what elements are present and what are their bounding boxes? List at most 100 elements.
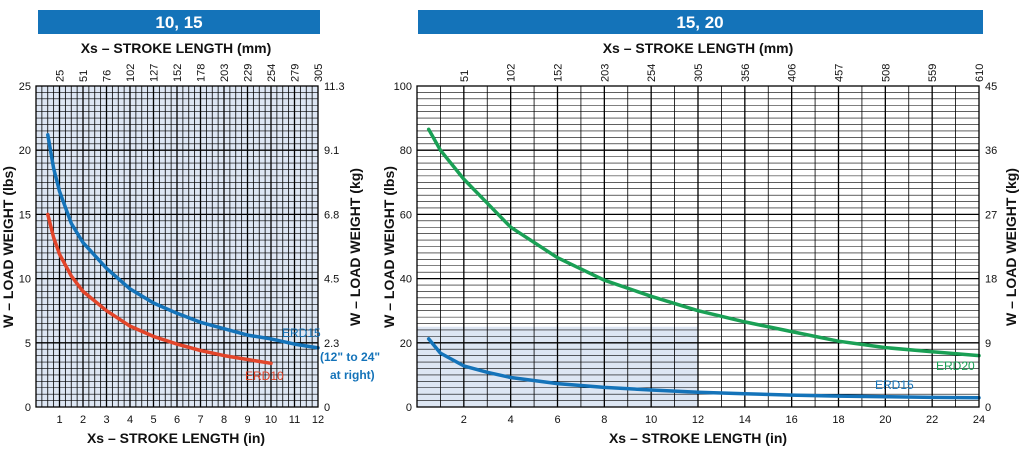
x2-tick-label: 152 bbox=[172, 64, 184, 82]
y2-tick-label: 2.3 bbox=[324, 338, 339, 350]
y-tick-label: 10 bbox=[19, 274, 31, 286]
y-tick-label: 5 bbox=[25, 338, 31, 350]
x-tick-label: 10 bbox=[645, 414, 657, 426]
series-line-erd15 bbox=[46, 133, 320, 350]
x2-tick-label: 254 bbox=[646, 64, 658, 82]
y2-tick-label: 0 bbox=[985, 402, 991, 414]
x2-tick-label: 457 bbox=[834, 64, 846, 82]
x2-tick-label: 25 bbox=[55, 70, 67, 82]
x2-tick-label: 51 bbox=[78, 70, 90, 82]
x2-tick-label: 102 bbox=[506, 64, 518, 82]
y2-tick-label: 27 bbox=[985, 209, 997, 221]
x2-tick-label: 76 bbox=[102, 70, 114, 82]
x2-axis-title: Xs – STROKE LENGTH (mm) bbox=[603, 40, 794, 56]
y2-tick-label: 4.5 bbox=[324, 274, 339, 286]
title-bar bbox=[38, 10, 320, 34]
x-axis-title: Xs – STROKE LENGTH (in) bbox=[87, 430, 265, 446]
x-tick-label: 18 bbox=[832, 414, 844, 426]
x-tick-label: 24 bbox=[973, 414, 985, 426]
y2-tick-label: 9.1 bbox=[324, 145, 339, 157]
x-tick-label: 20 bbox=[879, 414, 891, 426]
y2-tick-label: 45 bbox=[985, 81, 997, 93]
x-tick-label: 8 bbox=[221, 414, 227, 426]
y2-tick-label: 6.8 bbox=[324, 209, 339, 221]
plot-frame bbox=[416, 85, 980, 408]
series-lines bbox=[426, 127, 981, 400]
y2-tick-label: 0 bbox=[324, 402, 330, 414]
x-tick-label: 5 bbox=[150, 414, 156, 426]
series-label-erd20: ERD20 bbox=[936, 359, 975, 373]
x-tick-label: 7 bbox=[197, 414, 203, 426]
x-tick-label: 12 bbox=[312, 414, 324, 426]
x2-tick-label: 254 bbox=[266, 64, 278, 82]
x2-tick-label: 178 bbox=[196, 64, 208, 82]
series-lines bbox=[46, 133, 320, 366]
x2-tick-label: 127 bbox=[149, 64, 161, 82]
x2-tick-label: 305 bbox=[313, 64, 325, 82]
y-tick-label: 60 bbox=[400, 209, 412, 221]
x2-tick-label: 203 bbox=[599, 64, 611, 82]
plot-frame bbox=[35, 85, 319, 408]
x2-axis-title: Xs – STROKE LENGTH (mm) bbox=[81, 40, 272, 56]
x-tick-label: 12 bbox=[692, 414, 704, 426]
y-tick-label: 20 bbox=[19, 145, 31, 157]
grid bbox=[36, 86, 318, 407]
y-axis-title: W – LOAD WEIGHT (lbs) bbox=[0, 166, 16, 328]
series-line-erd10 bbox=[46, 212, 273, 366]
series-line-erd20 bbox=[426, 127, 981, 358]
x2-tick-label: 152 bbox=[553, 64, 565, 82]
y2-tick-label: 11.3 bbox=[324, 81, 345, 93]
series-line-erd15 bbox=[426, 337, 981, 400]
chart-panel-right: 15, 20 Xs – STROKE LENGTH (mm) 2 4 6 8 10 12 1… bbox=[381, 10, 1019, 446]
y-tick-label: 80 bbox=[400, 145, 412, 157]
y-axis-title: W – LOAD WEIGHT (lbs) bbox=[381, 166, 397, 328]
chart-title: 15, 20 bbox=[676, 13, 723, 32]
y-tick-label: 15 bbox=[19, 209, 31, 221]
annotation-line-2: at right) bbox=[330, 368, 375, 382]
y-tick-label: 20 bbox=[400, 338, 412, 350]
x-tick-label: 22 bbox=[926, 414, 938, 426]
x-tick-label: 14 bbox=[739, 414, 751, 426]
x-tick-label: 4 bbox=[127, 414, 133, 426]
x-tick-label: 8 bbox=[601, 414, 607, 426]
y-tick-label: 100 bbox=[394, 81, 412, 93]
x-tick-label: 2 bbox=[80, 414, 86, 426]
y-tick-label: 25 bbox=[19, 81, 31, 93]
x2-tick-label: 102 bbox=[125, 64, 137, 82]
x2-tick-label: 203 bbox=[219, 64, 231, 82]
y-tick-label: 0 bbox=[25, 402, 31, 414]
y2-axis-title: W – LOAD WEIGHT (kg) bbox=[1003, 168, 1019, 326]
y-tick-label: 40 bbox=[400, 274, 412, 286]
annotation-line-1: (12" to 24" bbox=[320, 350, 380, 364]
chart-title: 10, 15 bbox=[155, 13, 202, 32]
y2-tick-label: 18 bbox=[985, 274, 997, 286]
series-label-erd15: ERD15 bbox=[282, 326, 321, 340]
x-tick-label: 4 bbox=[508, 414, 514, 426]
y2-tick-label: 9 bbox=[985, 338, 991, 350]
x2-tick-label: 51 bbox=[459, 70, 471, 82]
x-tick-label: 16 bbox=[786, 414, 798, 426]
x2-tick-label: 356 bbox=[740, 64, 752, 82]
x-tick-label: 1 bbox=[56, 414, 62, 426]
x-axis-title: Xs – STROKE LENGTH (in) bbox=[609, 430, 787, 446]
series-label-erd15: ERD15 bbox=[875, 378, 914, 392]
y2-tick-label: 36 bbox=[985, 145, 997, 157]
x-tick-label: 3 bbox=[103, 414, 109, 426]
grid bbox=[417, 86, 979, 407]
title-bar bbox=[418, 10, 983, 34]
x-tick-label: 2 bbox=[461, 414, 467, 426]
y2-axis-title: W – LOAD WEIGHT (kg) bbox=[347, 168, 363, 326]
x2-tick-label: 610 bbox=[974, 64, 986, 82]
series-label-erd10: ERD10 bbox=[245, 369, 284, 383]
x-tick-label: 6 bbox=[554, 414, 560, 426]
x2-tick-label: 559 bbox=[927, 64, 939, 82]
y-tick-label: 0 bbox=[406, 402, 412, 414]
x2-tick-label: 508 bbox=[880, 64, 892, 82]
x2-tick-label: 279 bbox=[290, 64, 302, 82]
x-tick-label: 11 bbox=[289, 414, 300, 426]
x2-tick-label: 305 bbox=[693, 64, 705, 82]
